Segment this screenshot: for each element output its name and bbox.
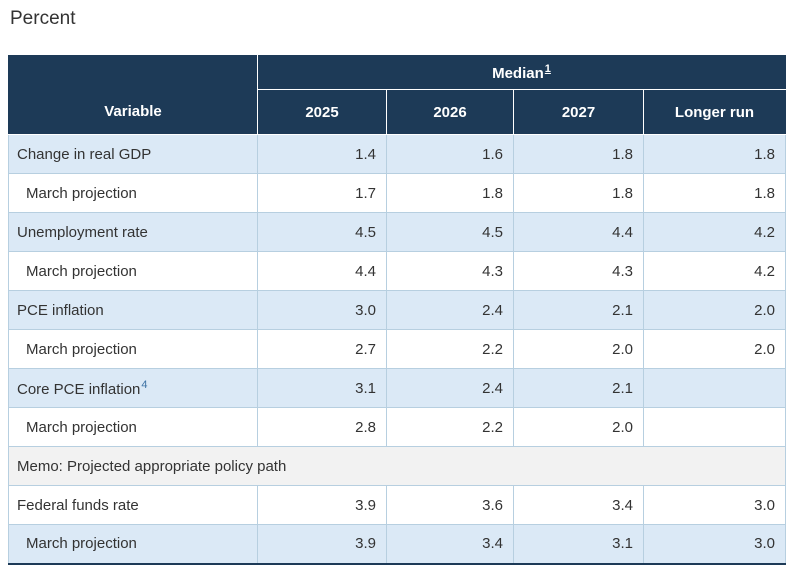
row-label: March projection — [8, 524, 258, 564]
cell-value: 2.2 — [386, 329, 514, 369]
table-row-march-projection: March projection 2.7 2.2 2.0 2.0 — [8, 329, 786, 369]
table-row-march-projection: March projection 3.9 3.4 3.1 3.0 — [8, 524, 786, 564]
memo-label: Memo: Projected appropriate policy path — [8, 446, 786, 486]
column-group-header-median: Median1 — [257, 55, 786, 90]
row-label: March projection — [8, 173, 258, 213]
cell-value: 4.2 — [643, 212, 786, 252]
header-years-row: 2025 2026 2027 Longer run — [9, 89, 786, 135]
cell-value: 2.2 — [386, 407, 514, 447]
cell-value: 2.0 — [513, 407, 644, 447]
cell-value: 3.9 — [257, 524, 387, 564]
row-label: Core PCE inflation4 — [8, 368, 258, 408]
row-label: Federal funds rate — [8, 485, 258, 525]
column-header-2027: 2027 — [513, 89, 644, 135]
table-row-memo: Memo: Projected appropriate policy path — [8, 446, 786, 486]
row-label: Change in real GDP — [8, 134, 258, 174]
cell-value: 1.7 — [257, 173, 387, 213]
row-label: PCE inflation — [8, 290, 258, 330]
cell-value: 1.8 — [643, 173, 786, 213]
cell-value: 2.4 — [386, 290, 514, 330]
table-row-march-projection: March projection 2.8 2.2 2.0 — [8, 407, 786, 447]
table-row-pce-inflation: PCE inflation 3.0 2.4 2.1 2.0 — [8, 290, 786, 330]
cell-value: 3.1 — [513, 524, 644, 564]
page-title: Percent — [10, 8, 76, 29]
table-row-march-projection: March projection 1.7 1.8 1.8 1.8 — [8, 173, 786, 213]
projections-table: Variable Median1 2025 2026 2027 Longer r… — [8, 55, 786, 565]
cell-value: 1.8 — [643, 134, 786, 174]
cell-value: 2.8 — [257, 407, 387, 447]
cell-value: 2.7 — [257, 329, 387, 369]
cell-value-empty — [643, 368, 786, 408]
cell-value: 4.3 — [386, 251, 514, 291]
cell-value: 3.0 — [643, 485, 786, 525]
table-header: Variable Median1 2025 2026 2027 Longer r… — [8, 55, 786, 135]
cell-value-empty — [643, 407, 786, 447]
variable-header-label: Variable — [104, 103, 162, 120]
row-label: March projection — [8, 407, 258, 447]
cell-value: 3.1 — [257, 368, 387, 408]
column-header-longer-run: Longer run — [643, 89, 786, 135]
cell-value: 1.8 — [513, 173, 644, 213]
cell-value: 4.3 — [513, 251, 644, 291]
header-group-row: Variable Median1 — [8, 55, 786, 135]
cell-value: 4.4 — [257, 251, 387, 291]
table-body: Change in real GDP 1.4 1.6 1.8 1.8 March… — [8, 134, 786, 564]
cell-value: 2.1 — [513, 290, 644, 330]
table-row-core-pce-inflation: Core PCE inflation4 3.1 2.4 2.1 — [8, 368, 786, 408]
cell-value: 1.4 — [257, 134, 387, 174]
row-label: March projection — [8, 329, 258, 369]
row-label: Unemployment rate — [8, 212, 258, 252]
median-header-label: Median — [492, 65, 544, 82]
cell-value: 4.4 — [513, 212, 644, 252]
cell-value: 3.0 — [643, 524, 786, 564]
cell-value: 3.0 — [257, 290, 387, 330]
cell-value: 3.9 — [257, 485, 387, 525]
table-row-change-in-real-gdp: Change in real GDP 1.4 1.6 1.8 1.8 — [8, 134, 786, 174]
table-row-march-projection: March projection 4.4 4.3 4.3 4.2 — [8, 251, 786, 291]
column-header-2025: 2025 — [257, 89, 387, 135]
cell-value: 4.5 — [386, 212, 514, 252]
cell-value: 2.0 — [643, 290, 786, 330]
table-row-federal-funds-rate: Federal funds rate 3.9 3.6 3.4 3.0 — [8, 485, 786, 525]
core-pce-footnote-link[interactable]: 4 — [141, 378, 148, 391]
cell-value: 1.8 — [513, 134, 644, 174]
cell-value: 2.0 — [513, 329, 644, 369]
row-label-text: Core PCE inflation — [17, 380, 141, 398]
column-header-2026: 2026 — [386, 89, 514, 135]
median-footnote-link[interactable]: 1 — [544, 63, 551, 75]
cell-value: 2.4 — [386, 368, 514, 408]
column-header-variable: Variable — [8, 55, 258, 135]
cell-value: 4.5 — [257, 212, 387, 252]
table-row-unemployment-rate: Unemployment rate 4.5 4.5 4.4 4.2 — [8, 212, 786, 252]
cell-value: 2.1 — [513, 368, 644, 408]
cell-value: 2.0 — [643, 329, 786, 369]
cell-value: 1.8 — [386, 173, 514, 213]
cell-value: 3.4 — [386, 524, 514, 564]
cell-value: 1.6 — [386, 134, 514, 174]
row-label: March projection — [8, 251, 258, 291]
cell-value: 4.2 — [643, 251, 786, 291]
cell-value: 3.4 — [513, 485, 644, 525]
cell-value: 3.6 — [386, 485, 514, 525]
